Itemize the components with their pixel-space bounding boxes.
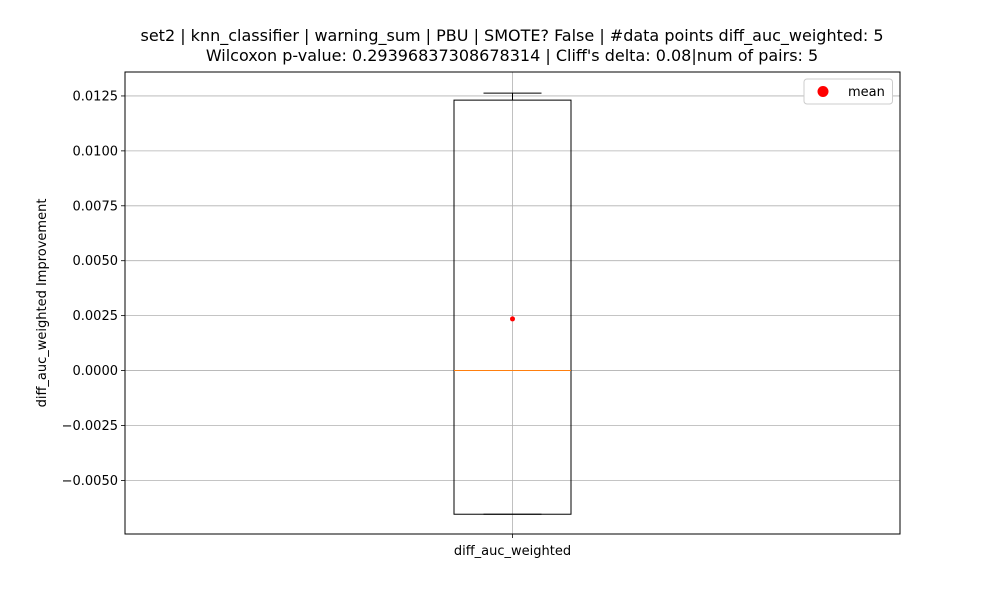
legend-mean-marker bbox=[817, 86, 829, 97]
y-tick-label: 0.0025 bbox=[73, 309, 119, 324]
y-tick-label: 0.0000 bbox=[73, 364, 119, 379]
y-tick-label: 0.0050 bbox=[73, 254, 119, 269]
chart-title-line-2: Wilcoxon p-value: 0.29396837308678314 | … bbox=[205, 46, 819, 65]
chart-title: set2 | knn_classifier | warning_sum | PB… bbox=[0, 26, 1000, 66]
iqr-box bbox=[453, 99, 572, 515]
legend-box bbox=[803, 78, 893, 105]
y-tick-label: 0.0100 bbox=[73, 144, 119, 159]
y-tick-label: 0.0075 bbox=[73, 199, 119, 214]
legend-label: mean bbox=[848, 85, 885, 100]
chart-title-line-1: set2 | knn_classifier | warning_sum | PB… bbox=[140, 26, 884, 45]
y-axis-label: diff_auc_weighted Improvement bbox=[35, 199, 50, 408]
y-tick-label: 0.0125 bbox=[73, 89, 119, 104]
y-tick-label: −0.0025 bbox=[62, 419, 118, 434]
mean-marker bbox=[510, 316, 515, 322]
x-tick-label: diff_auc_weighted bbox=[454, 544, 571, 559]
y-tick-label: −0.0050 bbox=[62, 474, 118, 489]
